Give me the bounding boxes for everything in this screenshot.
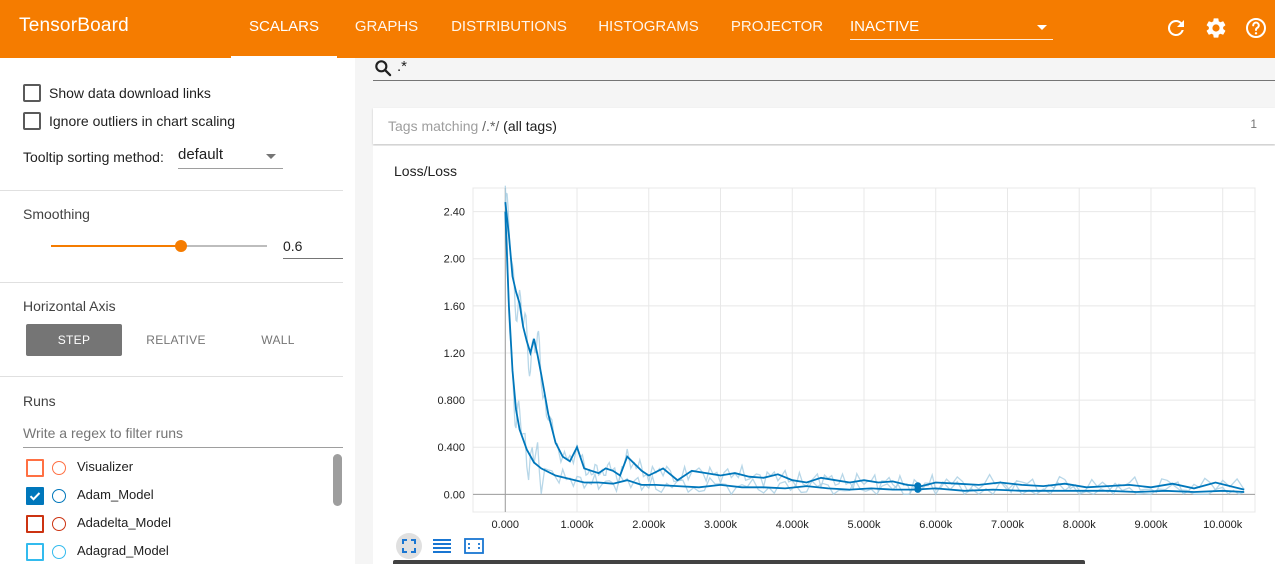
run-label: Adagrad_Model bbox=[77, 543, 169, 558]
run-item-adam-model[interactable]: Adam_Model bbox=[26, 486, 326, 506]
scalar-chart-card: Loss/Loss 0.00 0.400 0.800 1.20 1.60 2.00 2.40… bbox=[373, 146, 1275, 564]
tooltip-sorting-value: default bbox=[178, 146, 224, 163]
series-raw-line bbox=[504, 192, 1245, 496]
x-tick-label: 7.000k bbox=[991, 519, 1025, 531]
plot-area bbox=[472, 187, 1256, 513]
run-item-visualizer[interactable]: Visualizer bbox=[26, 458, 326, 478]
chevron-down-icon bbox=[266, 154, 276, 159]
section-divider bbox=[0, 190, 343, 191]
chevron-down-icon bbox=[1037, 25, 1047, 30]
search-icon bbox=[375, 60, 392, 77]
x-tick-label: 1.000k bbox=[561, 519, 595, 531]
tag-group-header[interactable]: Tags matching /.*/ (all tags) 1 bbox=[373, 108, 1275, 144]
x-tick-label: 5.000k bbox=[847, 519, 881, 531]
run-checkbox[interactable] bbox=[26, 543, 44, 561]
x-tick-label: 10.000k bbox=[1203, 519, 1243, 531]
inactive-plugins-value: INACTIVE bbox=[850, 18, 920, 35]
section-divider bbox=[0, 282, 343, 283]
fullscreen-icon bbox=[402, 539, 416, 553]
runs-title: Runs bbox=[23, 393, 56, 409]
fit-domain-button[interactable] bbox=[461, 533, 487, 559]
smoothing-slider-fill bbox=[51, 245, 181, 247]
tag-search-input[interactable]: .* bbox=[373, 58, 1275, 81]
y-tick-label: 0.800 bbox=[437, 395, 465, 407]
run-color-circle-icon bbox=[52, 517, 66, 531]
y-tick-label: 1.20 bbox=[444, 348, 465, 360]
list-icon bbox=[433, 539, 451, 553]
expand-chart-button[interactable] bbox=[396, 533, 422, 559]
tooltip-sorting-dropdown[interactable]: default bbox=[178, 145, 283, 169]
series-line bbox=[504, 202, 1245, 491]
tab-scalars[interactable]: SCALARS bbox=[231, 0, 337, 58]
chart-tooltip bbox=[393, 560, 1085, 564]
y-tick-label: 1.60 bbox=[444, 301, 465, 313]
axis-wall-button[interactable]: WALL bbox=[261, 333, 295, 347]
run-color-circle-icon bbox=[52, 545, 66, 559]
run-label: Adam_Model bbox=[77, 487, 154, 502]
help-icon[interactable] bbox=[1244, 16, 1268, 40]
x-tick-label: 9.000k bbox=[1134, 519, 1168, 531]
tag-group-count: 1 bbox=[1250, 117, 1257, 131]
smoothing-slider-thumb[interactable] bbox=[175, 240, 187, 252]
axis-relative-button[interactable]: RELATIVE bbox=[146, 333, 206, 347]
app-title: TensorBoard bbox=[19, 15, 129, 36]
settings-icon[interactable] bbox=[1204, 16, 1228, 40]
x-tick-label: 0.000 bbox=[492, 519, 520, 531]
fit-domain-icon bbox=[464, 538, 484, 554]
run-label: Adadelta_Model bbox=[77, 515, 171, 530]
y-tick-label: 0.400 bbox=[437, 442, 465, 454]
ignore-outliers-checkbox[interactable] bbox=[23, 112, 41, 130]
x-tick-label: 4.000k bbox=[776, 519, 810, 531]
run-item-adadelta-model[interactable]: Adadelta_Model bbox=[26, 514, 326, 534]
show-download-links-label: Show data download links bbox=[49, 85, 211, 101]
refresh-icon[interactable] bbox=[1164, 16, 1188, 40]
tab-histograms[interactable]: HISTOGRAMS bbox=[598, 18, 699, 35]
axis-step-button[interactable]: STEP bbox=[26, 324, 122, 356]
tag-group-pattern: /.*/ bbox=[482, 118, 500, 134]
hover-point-marker bbox=[914, 485, 922, 493]
tab-projector[interactable]: PROJECTOR bbox=[730, 18, 824, 35]
section-divider bbox=[0, 376, 343, 377]
tag-group-title: Tags matching /.*/ (all tags) bbox=[388, 118, 557, 134]
smoothing-title: Smoothing bbox=[23, 206, 90, 222]
tag-group-prefix: Tags matching bbox=[388, 118, 483, 134]
run-checkbox[interactable] bbox=[26, 459, 44, 477]
x-tick-label: 6.000k bbox=[919, 519, 953, 531]
run-color-circle-icon bbox=[52, 489, 66, 503]
chart-title: Loss/Loss bbox=[394, 163, 458, 179]
checkmark-icon bbox=[29, 492, 41, 501]
run-label: Visualizer bbox=[77, 459, 134, 474]
tooltip-sorting-label: Tooltip sorting method: bbox=[23, 149, 164, 165]
show-download-links-checkbox[interactable] bbox=[23, 84, 41, 102]
ignore-outliers-label: Ignore outliers in chart scaling bbox=[49, 113, 235, 129]
tab-graphs[interactable]: GRAPHS bbox=[354, 18, 419, 35]
run-checkbox[interactable] bbox=[26, 515, 44, 533]
series-raw-line bbox=[504, 185, 1245, 496]
x-tick-label: 8.000k bbox=[1063, 519, 1097, 531]
sidebar: Show data download links Ignore outliers… bbox=[0, 58, 355, 564]
runs-scrollbar[interactable] bbox=[333, 454, 342, 506]
horizontal-axis-title: Horizontal Axis bbox=[23, 298, 116, 314]
tag-search-value: .* bbox=[397, 58, 408, 75]
y-tick-label: 2.00 bbox=[444, 254, 465, 266]
inactive-plugins-dropdown[interactable]: INACTIVE bbox=[850, 14, 1053, 40]
run-item-adagrad-model[interactable]: Adagrad_Model bbox=[26, 542, 326, 562]
top-app-bar: TensorBoard SCALARS GRAPHS DISTRIBUTIONS… bbox=[0, 0, 1275, 58]
series-line bbox=[504, 211, 1245, 493]
loss-line-chart[interactable]: 0.00 0.400 0.800 1.20 1.60 2.00 2.40 0.000 1.000… bbox=[373, 146, 1275, 556]
y-tick-label: 0.00 bbox=[444, 489, 465, 501]
smoothing-input[interactable]: 0.6 bbox=[283, 235, 343, 259]
tag-group-suffix: (all tags) bbox=[499, 118, 557, 134]
x-tick-label: 2.000k bbox=[632, 519, 666, 531]
y-tick-label: 2.40 bbox=[444, 207, 465, 219]
runs-filter-input[interactable]: Write a regex to filter runs bbox=[23, 422, 343, 448]
run-checkbox[interactable] bbox=[26, 487, 44, 505]
x-tick-label: 3.000k bbox=[704, 519, 738, 531]
tab-distributions[interactable]: DISTRIBUTIONS bbox=[451, 18, 567, 35]
smoothing-slider[interactable] bbox=[51, 240, 267, 252]
run-color-circle-icon bbox=[52, 461, 66, 475]
toggle-log-scale-button[interactable] bbox=[429, 533, 455, 559]
